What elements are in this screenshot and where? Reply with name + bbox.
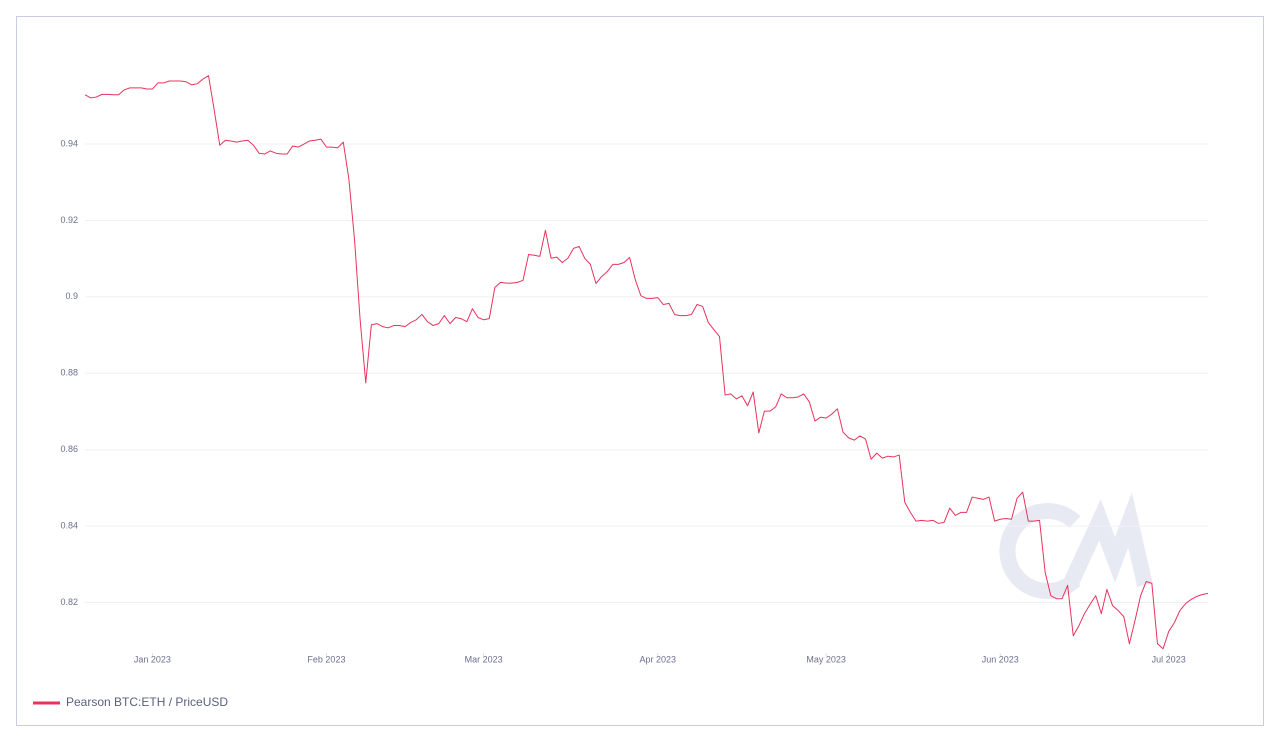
series-line xyxy=(84,75,1209,650)
watermark xyxy=(999,492,1153,599)
watermark-m xyxy=(1062,492,1153,589)
x-tick-label: Mar 2023 xyxy=(465,654,503,664)
x-tick-label: Feb 2023 xyxy=(307,654,345,664)
x-tick-label: Jan 2023 xyxy=(134,654,171,664)
watermark-c xyxy=(999,503,1081,599)
y-tick-label: 0.82 xyxy=(60,597,78,607)
y-tick-label: 0.84 xyxy=(60,520,78,530)
y-tick-label: 0.9 xyxy=(65,291,78,301)
x-tick-label: May 2023 xyxy=(806,654,846,664)
y-tick-label: 0.92 xyxy=(60,215,78,225)
x-tick-label: Apr 2023 xyxy=(639,654,676,664)
x-tick-label: Jun 2023 xyxy=(982,654,1019,664)
y-tick-label: 0.86 xyxy=(60,444,78,454)
y-tick-label: 0.94 xyxy=(60,138,78,148)
y-tick-label: 0.88 xyxy=(60,368,78,378)
frame xyxy=(16,16,1264,726)
legend-label: Pearson BTC:ETH / PriceUSD xyxy=(66,695,228,709)
x-tick-label: Jul 2023 xyxy=(1152,654,1186,664)
